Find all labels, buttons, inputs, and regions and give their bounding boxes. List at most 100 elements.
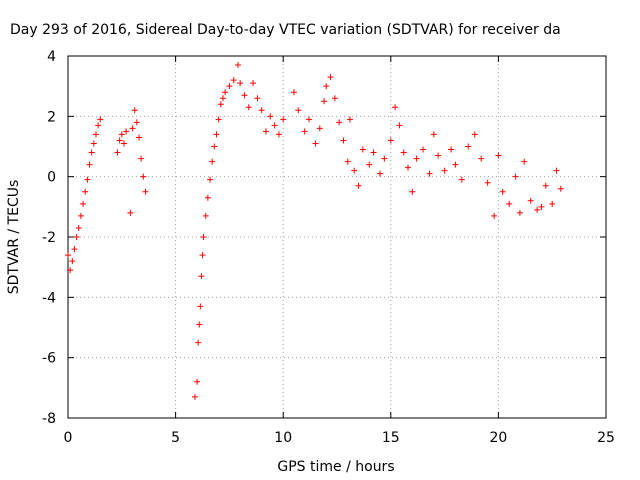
data-point (396, 122, 403, 129)
data-point (136, 134, 143, 141)
data-point (435, 152, 442, 159)
data-point (405, 164, 412, 171)
data-point (90, 140, 97, 147)
data-point (521, 158, 528, 165)
y-tick-label: 4 (47, 49, 56, 65)
data-point (237, 80, 244, 87)
data-point (420, 146, 427, 153)
data-point (258, 107, 265, 114)
data-point (138, 155, 145, 162)
data-point (516, 209, 523, 216)
data-point (215, 116, 222, 123)
data-point (195, 339, 202, 346)
data-point (123, 128, 130, 135)
data-point (306, 116, 313, 123)
data-point (129, 125, 136, 132)
data-point (142, 188, 149, 195)
data-point (197, 303, 204, 310)
data-point (245, 104, 252, 111)
data-point (271, 122, 278, 129)
data-point (280, 116, 287, 123)
data-point (321, 98, 328, 105)
data-point (346, 116, 353, 123)
grid (68, 56, 606, 418)
data-point (199, 252, 206, 259)
x-tick-label: 10 (274, 430, 292, 446)
data-point (549, 200, 556, 207)
data-point (471, 131, 478, 138)
data-point (359, 146, 366, 153)
data-point (250, 80, 257, 87)
data-point (196, 321, 203, 328)
data-point (92, 131, 99, 138)
data-point (409, 188, 416, 195)
y-tick-label: -8 (42, 411, 56, 427)
data-point (331, 95, 338, 102)
data-point (312, 140, 319, 147)
data-point (217, 101, 224, 108)
data-point (484, 179, 491, 186)
data-point (478, 155, 485, 162)
y-tick-label: 0 (47, 170, 56, 186)
data-point (200, 234, 207, 240)
data-point (116, 137, 123, 144)
data-point (120, 140, 127, 147)
data-point (80, 200, 87, 207)
data-point (88, 149, 95, 156)
data-point (452, 161, 459, 168)
data-point (301, 128, 308, 135)
data-point (377, 170, 384, 177)
data-point (400, 149, 407, 156)
data-point (344, 158, 351, 165)
data-point (275, 131, 282, 138)
data-point (194, 378, 201, 385)
data-point (118, 131, 125, 138)
data-point (267, 113, 274, 120)
data-point (114, 149, 121, 156)
data-point (82, 188, 89, 195)
data-point (381, 155, 388, 162)
data-point (133, 119, 140, 126)
data-point (65, 252, 71, 259)
data-point (235, 62, 242, 69)
data-point (202, 212, 209, 219)
data-point (499, 188, 506, 195)
data-point (413, 155, 420, 162)
data-point (553, 167, 560, 174)
y-tick-label: -2 (42, 230, 56, 246)
data-point (254, 95, 261, 102)
data-point (131, 107, 138, 114)
data-point (448, 146, 455, 153)
data-point (97, 116, 104, 123)
data-point (213, 131, 220, 138)
data-point (366, 161, 373, 168)
x-axis-label: GPS time / hours (277, 459, 394, 475)
data-point (512, 173, 519, 180)
data-point (95, 122, 102, 129)
y-tick-label: 2 (47, 109, 56, 125)
data-point (392, 104, 399, 111)
data-point (542, 182, 549, 189)
data-point (534, 206, 541, 213)
data-point (316, 125, 323, 132)
data-point (67, 267, 74, 274)
y-tick-label: -4 (42, 290, 56, 306)
data-point (458, 176, 465, 183)
axis-ticks: 0 5 10 15 20 25 -8 -6 -4 -2 0 2 4 (42, 49, 615, 446)
data-point (538, 203, 545, 210)
data-point (73, 234, 80, 240)
data-point (355, 182, 362, 189)
x-tick-label: 20 (489, 430, 507, 446)
data-point (387, 137, 394, 144)
x-tick-label: 25 (597, 430, 615, 446)
data-point (207, 176, 214, 183)
data-point (230, 77, 237, 84)
data-point (191, 393, 198, 400)
data-point (351, 167, 358, 174)
x-tick-label: 15 (382, 430, 400, 446)
data-point (77, 212, 84, 219)
data-point (127, 209, 134, 216)
x-tick-label: 0 (64, 430, 73, 446)
y-axis-label: SDTVAR / TECUs (6, 180, 22, 295)
